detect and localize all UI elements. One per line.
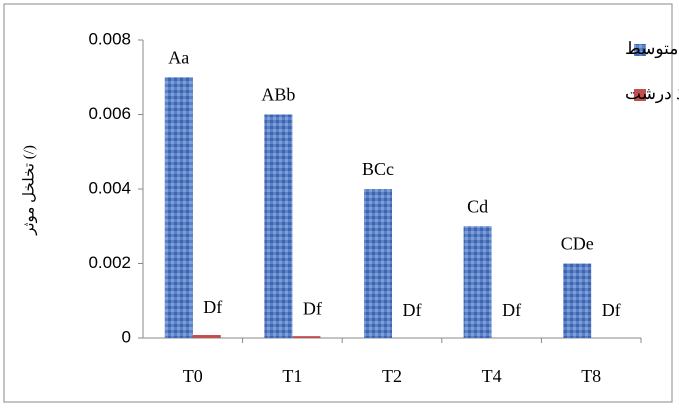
bar [364, 189, 392, 338]
data-label: Df [602, 300, 621, 320]
bar [463, 226, 492, 338]
data-label: Df [203, 297, 222, 317]
bar [264, 114, 293, 338]
bar [292, 336, 321, 338]
data-label: Df [403, 300, 422, 320]
bar [164, 77, 193, 338]
y-tick-label: 0.008 [88, 29, 131, 48]
legend-label: منافذ درشت [625, 84, 679, 104]
data-label: Cd [467, 196, 488, 216]
y-tick-label: 0.004 [88, 178, 131, 197]
data-label: ABb [261, 85, 295, 105]
data-label: Df [502, 300, 521, 320]
y-tick-label: 0.002 [88, 253, 131, 272]
chart-frame [3, 3, 673, 403]
data-label: Df [303, 298, 322, 318]
legend-label: منافذ متوسط [625, 39, 679, 59]
x-tick-label: T1 [282, 366, 302, 386]
data-label: BCc [362, 159, 394, 179]
legend-swatch [634, 44, 646, 56]
y-tick-label: 0 [122, 327, 131, 346]
x-tick-label: T0 [183, 366, 203, 386]
legend-swatch [634, 89, 646, 101]
x-tick-label: T8 [581, 366, 601, 386]
data-label: Aa [168, 47, 189, 67]
data-label: CDe [561, 234, 594, 254]
bar [192, 335, 221, 338]
bar [563, 263, 592, 338]
y-tick-label: 0.006 [88, 104, 131, 123]
y-axis-label: تخلخل موثر (/) [21, 145, 37, 236]
x-tick-label: T2 [382, 366, 402, 386]
x-tick-label: T4 [482, 366, 502, 386]
